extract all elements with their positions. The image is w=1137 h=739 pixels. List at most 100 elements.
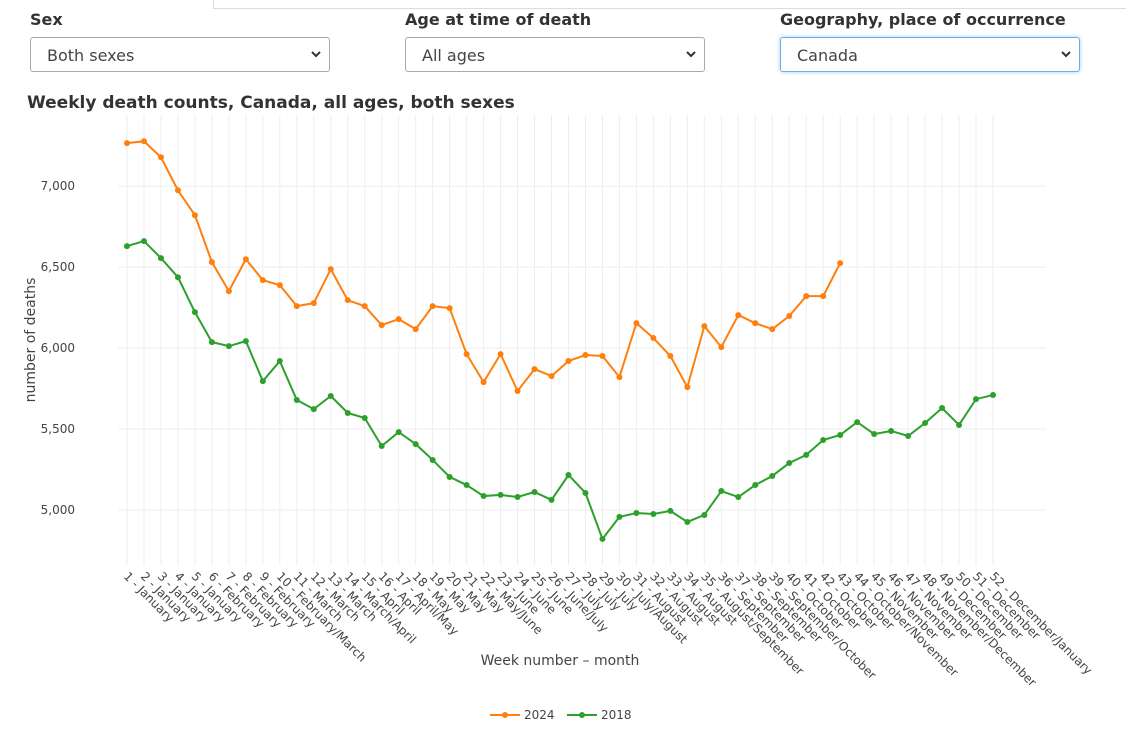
data-point <box>650 335 657 342</box>
data-point <box>565 358 572 365</box>
data-point <box>701 511 708 518</box>
data-point <box>497 351 504 358</box>
data-point <box>242 256 249 263</box>
data-point <box>718 488 725 495</box>
age-filter: Age at time of death All ages <box>405 10 705 72</box>
legend-marker <box>502 712 508 718</box>
data-point <box>786 313 793 320</box>
data-point <box>259 378 266 385</box>
legend-label: 2024 <box>524 708 555 722</box>
data-point <box>429 303 436 310</box>
legend-label: 2018 <box>601 708 632 722</box>
data-point <box>140 138 147 145</box>
data-point <box>191 309 198 316</box>
chevron <box>1061 51 1071 58</box>
data-point <box>616 374 623 381</box>
data-point <box>905 432 912 439</box>
data-point <box>429 456 436 463</box>
filter-label: Geography, place of occurrence <box>780 10 1066 29</box>
y-tick-label: 6,000 <box>41 341 75 355</box>
data-point <box>786 460 793 467</box>
data-point <box>412 326 419 333</box>
data-point <box>480 493 487 500</box>
data-point <box>174 187 181 194</box>
data-point <box>310 300 317 307</box>
chart-title: Weekly death counts, Canada, all ages, b… <box>27 93 515 113</box>
chart: Weekly death counts, Canada, all ages, b… <box>23 93 1095 722</box>
tab-strip <box>213 0 1126 9</box>
data-point <box>684 518 691 525</box>
data-point <box>820 293 827 300</box>
data-point <box>548 373 555 380</box>
data-point <box>412 441 419 448</box>
chevron <box>311 51 321 58</box>
y-tick-label: 5,500 <box>41 422 75 436</box>
data-point <box>242 338 249 345</box>
data-point <box>310 406 317 413</box>
data-point <box>888 427 895 434</box>
data-point <box>157 154 164 161</box>
data-point <box>769 472 776 479</box>
sex-select[interactable]: Both sexes <box>30 37 330 72</box>
data-point <box>599 353 606 360</box>
select-value: Canada <box>797 46 858 65</box>
data-point <box>854 419 861 426</box>
data-point <box>378 322 385 329</box>
y-tick-label: 5,000 <box>41 503 75 517</box>
data-point <box>259 277 266 284</box>
data-point <box>497 491 504 498</box>
data-point <box>939 404 946 411</box>
data-point <box>327 393 334 400</box>
data-point <box>293 397 300 404</box>
data-point <box>667 507 674 514</box>
data-point <box>293 303 300 310</box>
data-point <box>344 410 351 417</box>
data-point <box>531 366 538 373</box>
filter-label: Age at time of death <box>405 10 592 29</box>
legend-marker <box>579 712 585 718</box>
data-point <box>650 511 657 518</box>
data-point <box>701 323 708 330</box>
data-point <box>174 274 181 281</box>
sex-filter: Sex Both sexes <box>30 10 330 72</box>
select-value: All ages <box>422 46 486 65</box>
data-point <box>140 238 147 245</box>
data-point <box>480 379 487 386</box>
data-point <box>208 259 215 266</box>
data-point <box>124 140 130 147</box>
series-line <box>126 239 994 541</box>
data-point <box>871 431 878 438</box>
data-point <box>752 482 759 489</box>
geography-filter: Geography, place of occurrence Canada <box>780 10 1080 72</box>
data-point <box>990 392 996 399</box>
data-point <box>735 312 742 319</box>
data-point <box>735 494 742 501</box>
chevron <box>686 51 696 58</box>
age-select[interactable]: All ages <box>405 37 705 72</box>
data-point <box>718 344 725 351</box>
x-axis-title: Week number – month <box>481 653 640 669</box>
data-point <box>327 266 334 273</box>
data-point <box>514 387 521 394</box>
data-point <box>395 316 402 323</box>
geography-select[interactable]: Canada <box>780 37 1080 72</box>
data-point <box>837 432 844 439</box>
data-point <box>803 451 810 458</box>
filter-label: Sex <box>30 10 63 29</box>
data-point <box>446 305 453 312</box>
data-point <box>769 326 776 333</box>
data-point <box>973 396 980 403</box>
data-point <box>344 297 351 304</box>
data-point <box>191 212 198 219</box>
data-point <box>922 420 929 427</box>
data-point <box>378 443 385 450</box>
data-point <box>225 288 232 295</box>
data-point <box>514 494 521 501</box>
data-point <box>276 358 283 365</box>
y-axis-title: number of deaths <box>23 278 39 403</box>
data-point <box>463 351 470 358</box>
data-point <box>208 339 215 346</box>
data-point <box>225 343 232 350</box>
data-point <box>837 260 844 267</box>
